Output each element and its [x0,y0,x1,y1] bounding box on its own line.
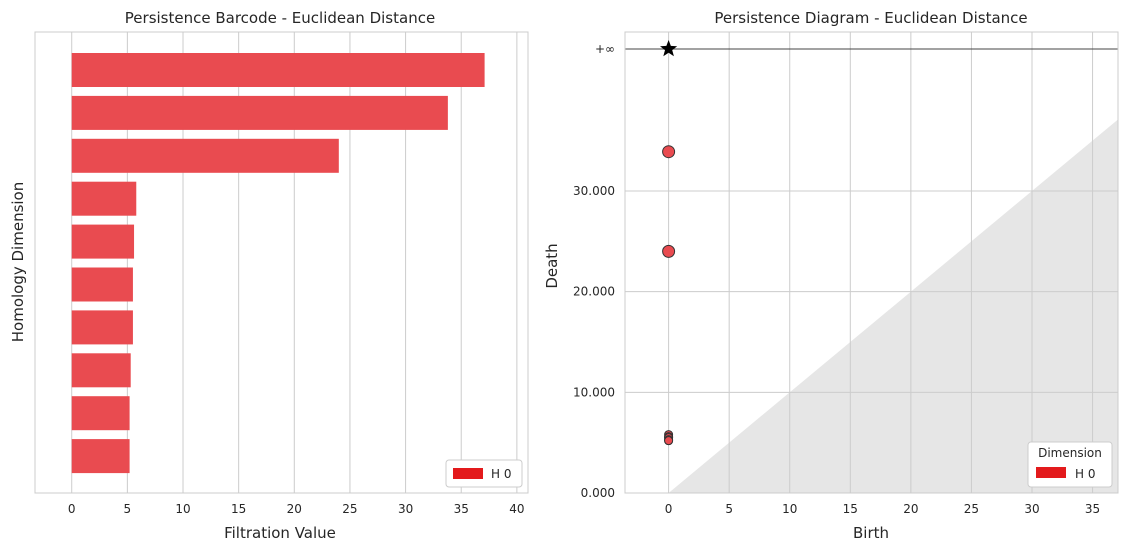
barcode-bar [71,396,130,431]
barcode-legend-label: H 0 [491,467,511,481]
diagram-legend: Dimension H 0 [1027,441,1113,488]
diagram-x-tick-label: 25 [964,502,979,516]
barcode-bar [71,310,133,345]
barcode-x-tick-label: 40 [509,502,524,516]
barcode-legend-box [445,459,523,488]
diagram-x-tick-label: 30 [1024,502,1039,516]
diagram-y-tick-label: 30.000 [573,184,615,198]
barcode-panel: Persistence Barcode - Euclidean Distance… [9,9,529,542]
infinite-point-star [660,40,678,57]
barcode-legend-swatch [453,468,483,479]
diagonal-shaded-region [668,119,1118,493]
barcode-bar [71,95,448,130]
barcode-y-axis-label: Homology Dimension [9,182,27,343]
diagram-x-tick-label: 10 [782,502,797,516]
diagram-point [662,244,676,258]
diagram-panel: Persistence Diagram - Euclidean Distance… [543,9,1119,542]
diagram-legend-label: H 0 [1075,467,1095,481]
diagram-title: Persistence Diagram - Euclidean Distance [714,9,1027,27]
diagram-y-axis-label: Death [543,243,561,288]
diagram-x-axis-label: Birth [853,524,889,542]
barcode-bar [71,181,137,216]
barcode-x-tick-label: 15 [231,502,246,516]
barcode-x-tick-label: 30 [398,502,413,516]
barcode-x-tick-label: 5 [124,502,132,516]
diagram-x-tick-label: 0 [665,502,673,516]
barcode-bar [71,53,485,87]
infinity-tick-label: +∞ [595,42,615,56]
barcode-x-axis-label: Filtration Value [224,524,336,542]
barcode-x-tick-label: 10 [175,502,190,516]
barcode-title: Persistence Barcode - Euclidean Distance [125,9,435,27]
barcode-plot-frame [34,31,529,494]
diagram-point [664,436,674,446]
diagram-x-tick-label: 5 [725,502,733,516]
diagram-x-tick-label: 35 [1085,502,1100,516]
diagram-y-tick-label: 10.000 [573,385,615,399]
diagram-x-tick-label: 20 [903,502,918,516]
diagram-point [662,145,676,159]
diagram-legend-title: Dimension [1038,446,1102,460]
diagram-legend-swatch [1036,467,1066,478]
diagram-y-tick-label: 0.000 [581,486,615,500]
barcode-bar [71,224,135,259]
barcode-x-tick-label: 20 [287,502,302,516]
barcode-x-tick-label: 0 [68,502,76,516]
barcode-x-tick-label: 35 [454,502,469,516]
barcode-bar [71,138,339,173]
barcode-bar [71,353,131,388]
diagram-x-tick-label: 15 [843,502,858,516]
diagram-y-tick-label: 20.000 [573,285,615,299]
diagram-plot-frame [624,31,1119,494]
barcode-legend: H 0 [445,459,523,488]
barcode-bar [71,439,130,474]
barcode-x-tick-label: 25 [342,502,357,516]
barcode-bar [71,267,133,302]
